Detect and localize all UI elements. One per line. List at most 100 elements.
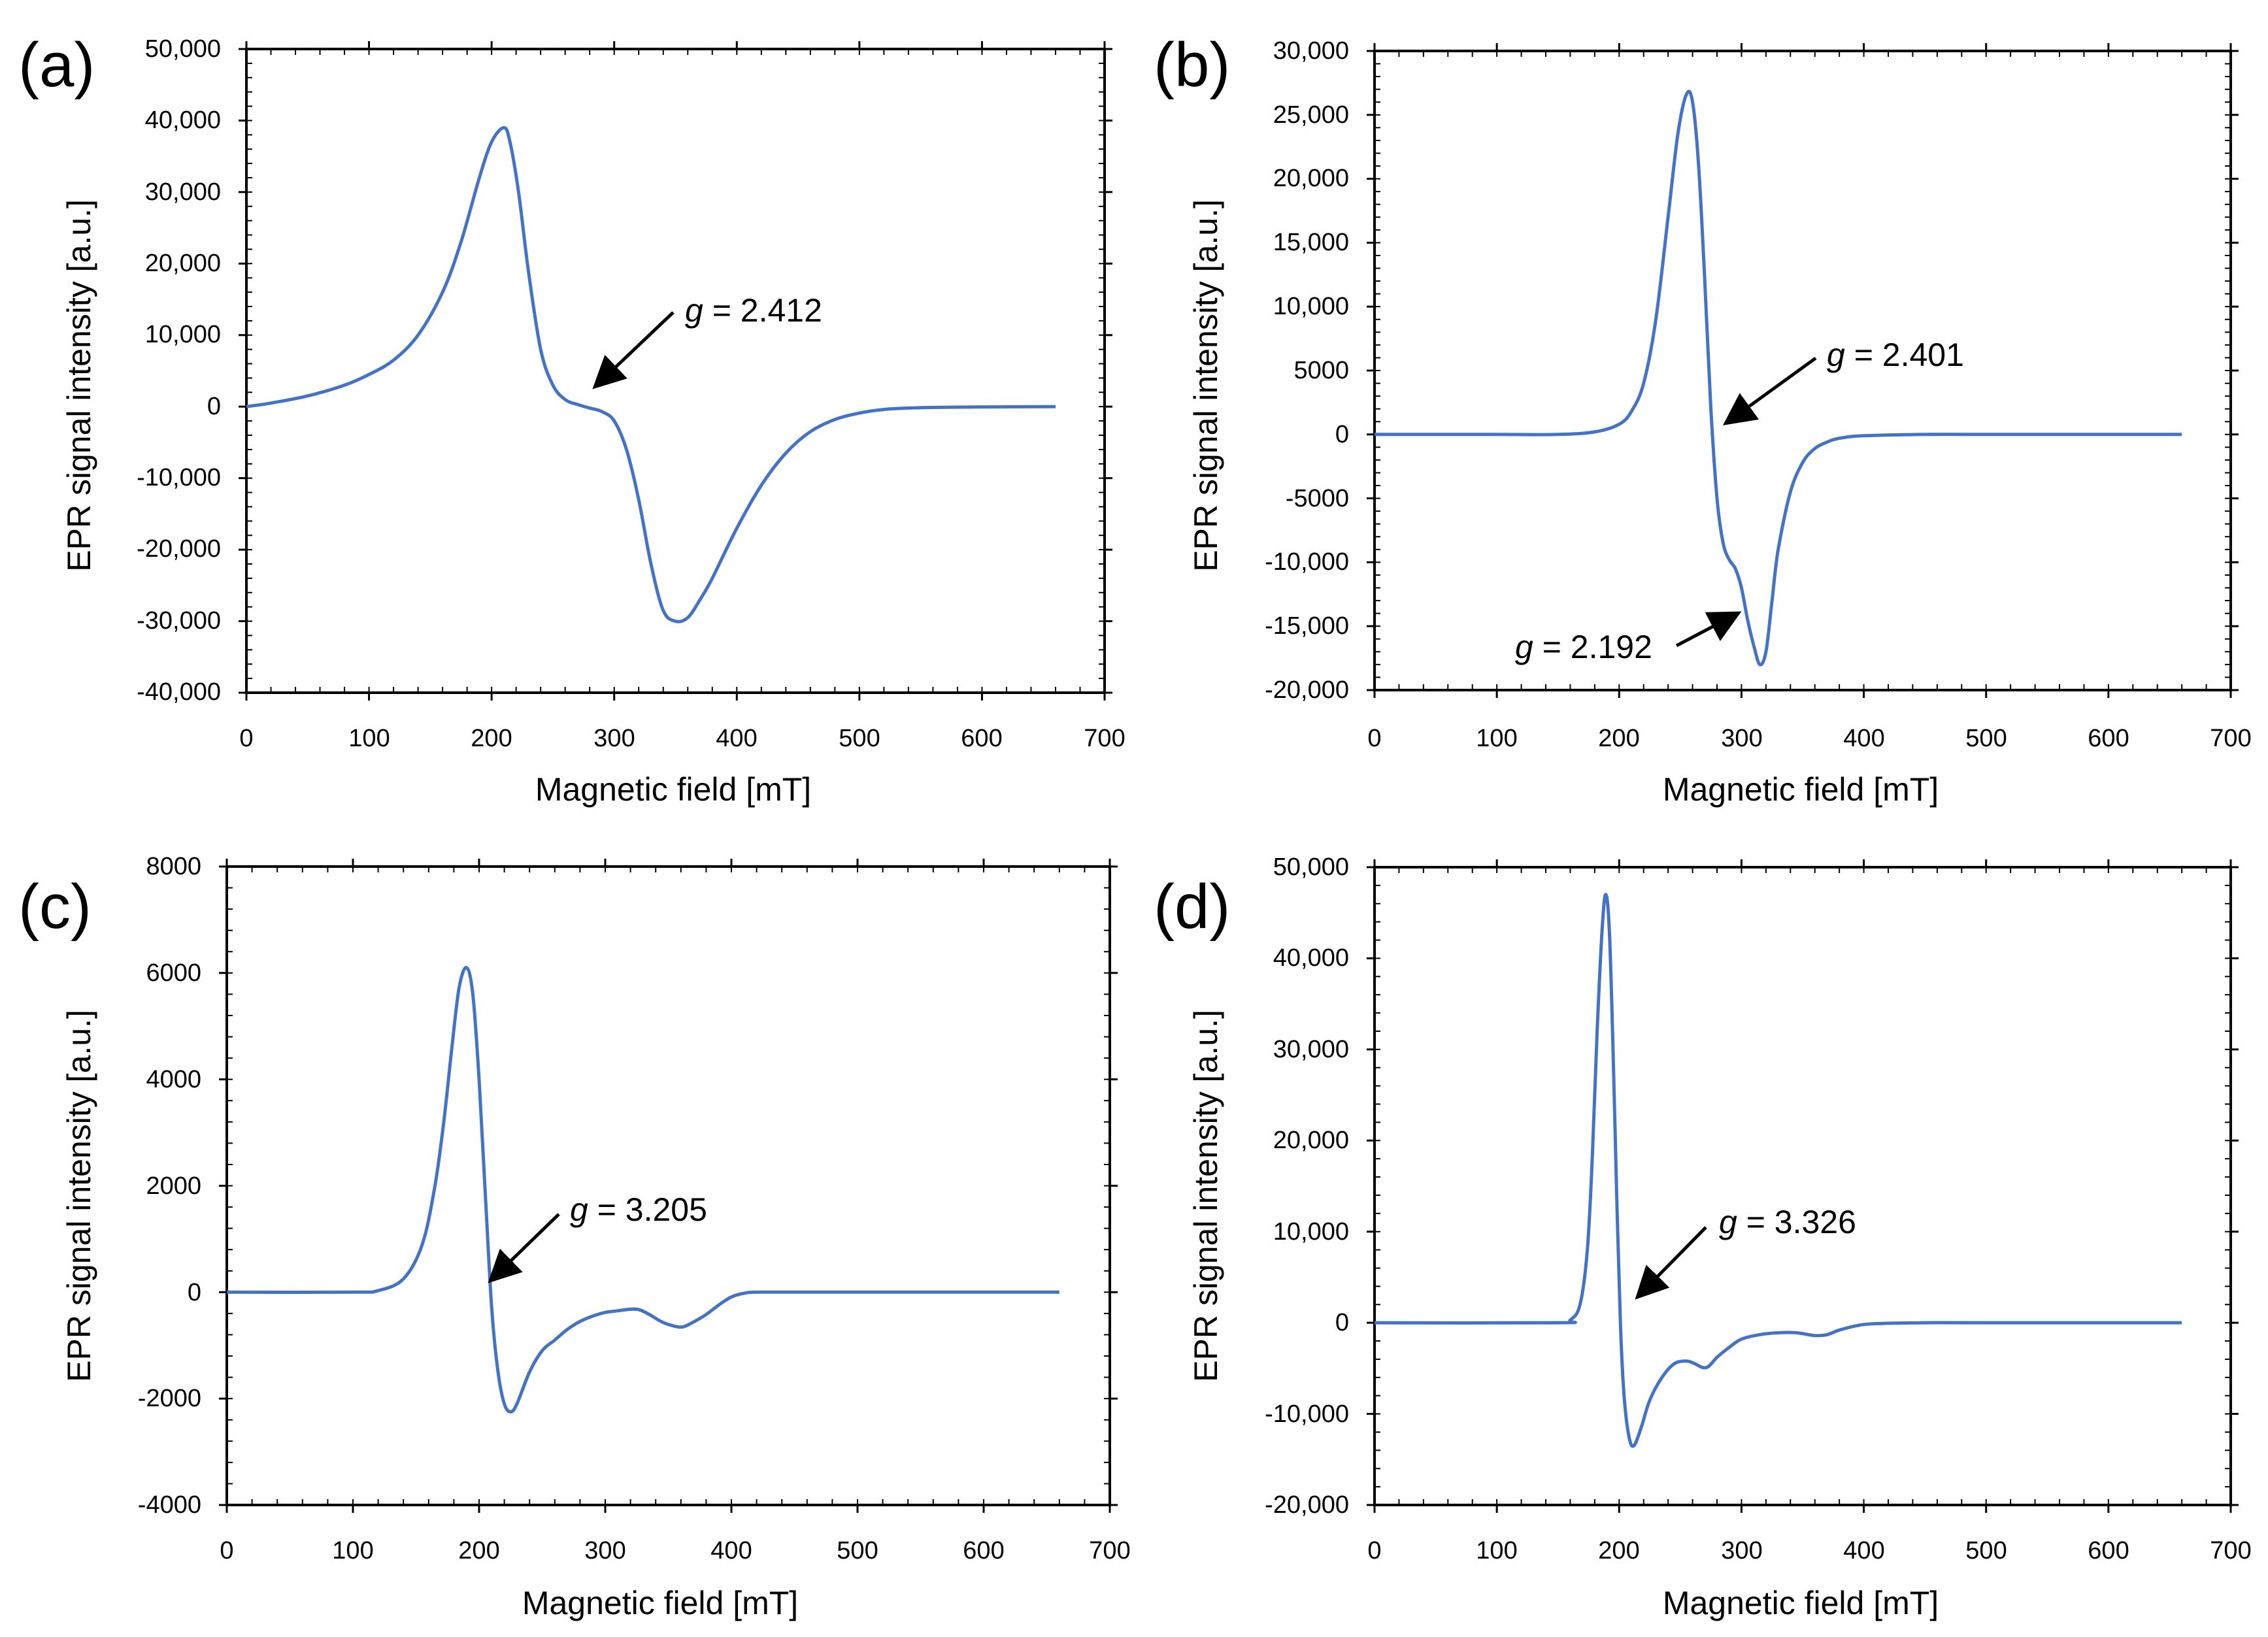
y-tick-label: 20,000 <box>1273 165 1349 192</box>
annotation-arrow <box>488 1213 560 1283</box>
y-tick-label: 50,000 <box>1273 853 1349 881</box>
x-tick-label: 0 <box>1367 1537 1381 1564</box>
annotation-arrow <box>1675 611 1742 648</box>
y-tick-label: 30,000 <box>145 178 221 206</box>
y-tick-label: 20,000 <box>145 250 221 277</box>
panel-label-a: (a) <box>18 30 95 100</box>
g-value-annotation: g = 3.326 <box>1719 1204 1856 1240</box>
y-tick-label: 10,000 <box>145 321 221 348</box>
y-tick-label: 0 <box>1335 1309 1349 1336</box>
y-tick-label: 0 <box>188 1279 201 1306</box>
plot-area <box>1367 859 2239 1513</box>
y-tick-label: 25,000 <box>1273 101 1349 129</box>
y-tick-label: 50,000 <box>145 35 221 63</box>
x-tick-label: 600 <box>961 725 1002 752</box>
x-tick-label: 100 <box>1476 1537 1517 1564</box>
plot-frame <box>1373 50 2232 691</box>
y-tick-label: -20,000 <box>137 535 221 563</box>
y-tick-label: 6000 <box>146 959 201 987</box>
annotation-arrow <box>1635 1226 1707 1300</box>
y-tick-label: -20,000 <box>1265 676 1349 704</box>
y-tick-label: 10,000 <box>1273 1218 1349 1246</box>
y-tick-label: 4000 <box>146 1066 201 1093</box>
x-tick-label: 400 <box>1843 725 1884 752</box>
x-tick-label: 200 <box>1598 725 1639 752</box>
plot-area <box>219 859 1118 1513</box>
x-tick-label: 200 <box>471 725 512 752</box>
x-tick-label: 0 <box>220 1537 233 1564</box>
y-tick-label: -4000 <box>138 1491 201 1519</box>
y-axis-title: EPR signal intensity [a.u.] <box>1188 199 1224 572</box>
x-tick-label: 500 <box>1965 725 2007 752</box>
y-tick-label: 0 <box>207 393 221 420</box>
y-tick-label: 15,000 <box>1273 229 1349 256</box>
y-tick-label: -5000 <box>1286 485 1349 512</box>
x-tick-label: 300 <box>1721 725 1762 752</box>
y-axis-title: EPR signal intensity [a.u.] <box>61 199 97 572</box>
y-tick-label: -2000 <box>138 1385 201 1412</box>
panel-label-c: (c) <box>18 872 92 942</box>
y-tick-label: 2000 <box>146 1172 201 1200</box>
x-tick-label: 100 <box>1476 725 1517 752</box>
y-tick-label: 0 <box>1335 421 1349 448</box>
annotation-arrow <box>1722 356 1817 425</box>
x-tick-label: 500 <box>839 725 880 752</box>
x-tick-label: 600 <box>963 1537 1004 1564</box>
x-tick-label: 600 <box>2088 725 2129 752</box>
x-tick-label: 100 <box>332 1537 373 1564</box>
y-tick-label: -40,000 <box>137 678 221 706</box>
x-tick-label: 700 <box>2210 1537 2251 1564</box>
panel-b: (b) -20,000 -15,000 -10,000 -5000 0 5000… <box>1154 30 2252 808</box>
panel-label-b: (b) <box>1154 30 1230 100</box>
g-value-annotation: g = 2.401 <box>1827 337 1964 373</box>
x-tick-label: 200 <box>458 1537 499 1564</box>
x-axis-title: Magnetic field [mT] <box>522 1585 798 1621</box>
y-tick-label: -10,000 <box>1265 1400 1349 1428</box>
plot-area <box>239 41 1112 701</box>
x-tick-label: 400 <box>716 725 757 752</box>
x-tick-label: 100 <box>348 725 390 752</box>
x-tick-label: 400 <box>1843 1537 1884 1564</box>
x-tick-label: 300 <box>593 725 635 752</box>
x-tick-label: 300 <box>1721 1537 1762 1564</box>
x-tick-label: 500 <box>837 1537 878 1564</box>
plot-frame <box>245 48 1106 694</box>
x-axis-title: Magnetic field [mT] <box>535 771 811 808</box>
series-line <box>246 125 1056 623</box>
panel-a: (a) -40,000 -30,000 -20,000 -10,000 0 10… <box>18 30 1126 808</box>
y-tick-label: 30,000 <box>1273 1036 1349 1063</box>
y-tick-label: 30,000 <box>1273 37 1349 65</box>
x-tick-label: 200 <box>1598 1537 1639 1564</box>
g-value-annotation: g = 2.412 <box>685 292 822 329</box>
x-tick-label: 300 <box>584 1537 625 1564</box>
plot-frame <box>225 865 1111 1506</box>
y-axis-title: EPR signal intensity [a.u.] <box>1188 1010 1224 1382</box>
panel-c: (c) -4000 -2000 0 2000 4000 6000 8000 0 … <box>18 853 1131 1621</box>
y-tick-label: 10,000 <box>1273 293 1349 320</box>
series-line <box>226 966 1059 1414</box>
y-tick-label: 20,000 <box>1273 1127 1349 1154</box>
x-axis-title: Magnetic field [mT] <box>1663 771 1939 808</box>
series-line <box>1374 893 2182 1448</box>
x-tick-label: 700 <box>1084 725 1125 752</box>
y-tick-label: 8000 <box>146 853 201 880</box>
g-value-annotation: g = 2.192 <box>1515 629 1652 665</box>
annotation-arrow <box>592 311 675 389</box>
x-tick-label: 500 <box>1965 1537 2007 1564</box>
x-tick-label: 700 <box>2210 725 2251 752</box>
x-axis-title: Magnetic field [mT] <box>1663 1585 1939 1621</box>
y-tick-label: 5000 <box>1293 357 1349 384</box>
panel-d: (d) -20,000 -10,000 0 10,000 20,000 30,0… <box>1154 853 2252 1621</box>
x-tick-label: 0 <box>1367 725 1381 752</box>
plot-frame <box>1373 866 2232 1506</box>
x-tick-label: 600 <box>2088 1537 2129 1564</box>
y-tick-label: -10,000 <box>137 464 221 491</box>
y-tick-label: -10,000 <box>1265 548 1349 576</box>
y-tick-label: -30,000 <box>137 607 221 635</box>
g-value-annotation: g = 3.205 <box>570 1191 707 1228</box>
x-tick-label: 400 <box>710 1537 752 1564</box>
y-axis-title: EPR signal intensity [a.u.] <box>61 1010 97 1382</box>
panel-label-d: (d) <box>1154 872 1230 942</box>
x-tick-label: 700 <box>1089 1537 1130 1564</box>
